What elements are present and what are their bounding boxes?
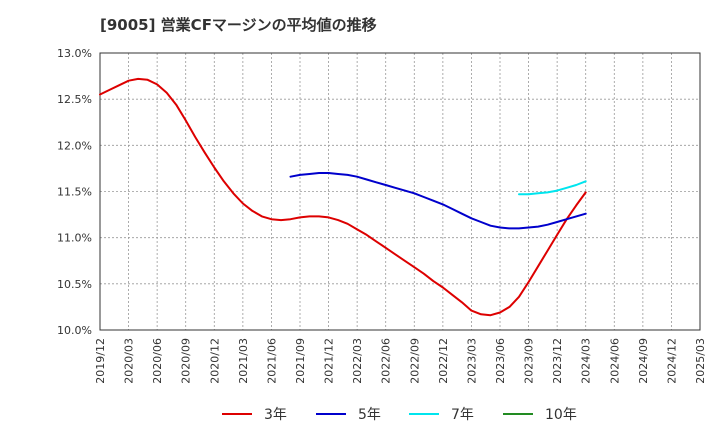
x-tick-label: 2021/09 (294, 338, 307, 384)
legend: 3年 5年 7年 10年 (222, 407, 577, 423)
y-tick-label: 11.0% (57, 232, 92, 245)
x-tick-label: 2023/12 (551, 338, 564, 384)
x-tick-label: 2023/09 (523, 338, 536, 384)
x-tick-label: 2020/06 (151, 338, 164, 384)
y-tick-label: 10.5% (57, 278, 92, 291)
plot-frame (99, 52, 701, 331)
x-tick-label: 2023/06 (494, 338, 507, 384)
series-lines (99, 77, 587, 317)
series-line (518, 180, 587, 196)
y-tick-label: 11.5% (57, 186, 92, 199)
legend-label: 5年 (358, 407, 381, 423)
x-tick-label: 2021/12 (323, 338, 336, 384)
x-tick-label: 2022/09 (408, 338, 421, 384)
legend-label: 7年 (451, 407, 474, 423)
x-tick-label: 2020/12 (208, 338, 221, 384)
x-tick-label: 2020/03 (123, 338, 136, 384)
x-tick-label: 2021/06 (265, 338, 278, 384)
x-tick-label: 2022/03 (351, 338, 364, 384)
x-tick-label: 2025/03 (694, 338, 707, 384)
y-tick-label: 12.0% (57, 139, 92, 152)
x-tick-label: 2024/09 (637, 338, 650, 384)
grid (99, 52, 701, 331)
x-tick-label: 2024/06 (608, 338, 621, 384)
y-tick-label: 12.5% (57, 93, 92, 106)
x-tick-label: 2024/12 (665, 338, 678, 384)
axes: 10.0% 10.5% 11.0% 11.5% 12.0% 12.5% 13.0% 2019/… (57, 47, 707, 384)
legend-label: 3年 (264, 407, 287, 423)
chart-title: [9005] 営業CFマージンの平均値の推移 (100, 16, 377, 34)
series-line (289, 172, 587, 230)
x-tick-label: 2021/03 (237, 338, 250, 384)
y-tick-label: 13.0% (57, 47, 92, 60)
x-tick-label: 2019/12 (94, 338, 107, 384)
legend-label: 10年 (545, 407, 577, 423)
x-tick-label: 2020/09 (180, 338, 193, 384)
y-tick-label: 10.0% (57, 324, 92, 337)
x-tick-label: 2024/03 (580, 338, 593, 384)
x-tick-label: 2023/03 (465, 338, 478, 384)
series-line (99, 77, 587, 317)
x-tick-label: 2022/12 (437, 338, 450, 384)
x-tick-label: 2022/06 (380, 338, 393, 384)
